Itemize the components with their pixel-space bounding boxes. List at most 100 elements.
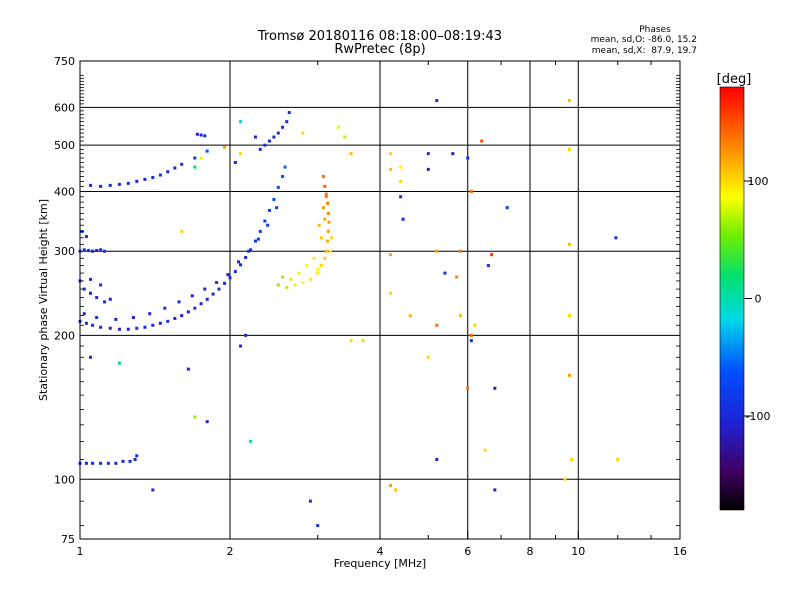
echo-point: [108, 183, 112, 187]
echo-point: [275, 206, 279, 210]
colorbar-label: [deg]: [717, 72, 752, 87]
echo-point: [126, 327, 130, 331]
x-tick-label: 16: [673, 545, 687, 558]
echo-point: [327, 220, 331, 224]
chart-title: Tromsø 20180116 08:18:00–08:19:43: [257, 29, 502, 44]
echo-point: [199, 156, 203, 160]
echo-point: [258, 229, 262, 233]
echo-point: [285, 120, 289, 124]
echo-point: [158, 173, 162, 177]
echo-point: [276, 185, 280, 189]
echo-point: [399, 195, 403, 199]
y-axis-label: Stationary phase Virtual Height [km]: [37, 199, 50, 401]
echo-point: [82, 248, 86, 252]
echo-point: [285, 285, 289, 289]
echo-point: [321, 206, 325, 210]
echo-point: [91, 249, 95, 253]
echo-point: [89, 183, 93, 187]
echo-point: [426, 355, 430, 359]
y-tick-label: 750: [54, 55, 75, 68]
echo-point: [233, 160, 237, 164]
echo-point: [349, 339, 353, 343]
echo-point: [151, 175, 155, 179]
echo-point: [567, 147, 571, 151]
echo-point: [435, 249, 439, 253]
echo-point: [99, 325, 103, 329]
x-tick-label: 8: [527, 545, 534, 558]
echo-point: [166, 319, 170, 323]
echo-point: [95, 249, 99, 253]
echo-point: [84, 235, 88, 239]
echo-point: [317, 223, 321, 227]
colorbar-tick-label: 0: [755, 293, 762, 306]
echo-point: [326, 239, 330, 243]
echo-point: [239, 344, 243, 348]
echo-point: [95, 296, 99, 300]
echo-point: [458, 314, 462, 318]
x-tick-label: 10: [571, 545, 585, 558]
grid-lines: [80, 61, 680, 539]
echo-point: [276, 131, 280, 135]
echo-point: [323, 217, 327, 221]
echo-point: [505, 206, 509, 210]
echo-point: [239, 120, 243, 124]
echo-point: [408, 314, 412, 318]
echo-point: [330, 236, 334, 240]
echo-point: [389, 484, 393, 488]
echo-point: [166, 170, 170, 174]
echo-point: [435, 99, 439, 103]
echo-point: [324, 195, 328, 199]
echo-point: [399, 165, 403, 169]
echo-point: [399, 179, 403, 183]
echo-point: [133, 457, 137, 461]
echo-point: [281, 174, 285, 178]
echo-point: [316, 267, 320, 271]
echo-point: [114, 317, 118, 321]
echo-point: [567, 99, 571, 103]
echo-point: [451, 152, 455, 156]
echo-point: [203, 134, 207, 138]
echo-point: [223, 145, 227, 149]
echo-point: [343, 135, 347, 139]
x-axis-label: Frequency [MHz]: [334, 557, 426, 570]
echo-point: [324, 249, 328, 253]
echo-point: [567, 242, 571, 246]
y-tick-label: 600: [54, 101, 75, 114]
echo-point: [289, 277, 293, 281]
echo-point: [281, 275, 285, 279]
echo-point: [199, 133, 203, 137]
echo-point: [480, 139, 484, 143]
echo-point: [570, 457, 574, 461]
echo-point: [151, 488, 155, 492]
echo-point: [328, 249, 332, 253]
echo-point: [205, 297, 209, 301]
chart-subtitle: RwPretec (8p): [334, 42, 425, 57]
echo-point: [108, 326, 112, 330]
y-tick-labels: 75 100 200 300 400 500 600 750: [54, 55, 75, 546]
echo-point: [394, 488, 398, 492]
echo-point: [389, 167, 393, 171]
y-tick-label: 300: [54, 245, 75, 258]
echo-point: [567, 314, 571, 318]
echo-point: [186, 367, 190, 371]
echo-point: [108, 297, 112, 301]
echo-point: [349, 152, 353, 156]
echo-point: [217, 287, 221, 291]
echo-point: [82, 312, 86, 316]
echo-point: [486, 264, 490, 268]
echo-point: [203, 287, 207, 291]
echo-point: [82, 287, 86, 291]
colorbar-tick-label: -100: [746, 410, 771, 423]
echo-point: [249, 439, 253, 443]
echo-point: [103, 300, 107, 304]
echo-point: [466, 156, 470, 160]
echo-point: [614, 236, 618, 240]
echo-point: [473, 323, 477, 327]
echo-point: [239, 152, 243, 156]
echo-point: [336, 125, 340, 129]
echo-point: [233, 270, 237, 274]
echo-point: [151, 323, 155, 327]
echo-point: [244, 333, 248, 337]
echo-point: [131, 315, 135, 319]
echo-point: [117, 327, 121, 331]
